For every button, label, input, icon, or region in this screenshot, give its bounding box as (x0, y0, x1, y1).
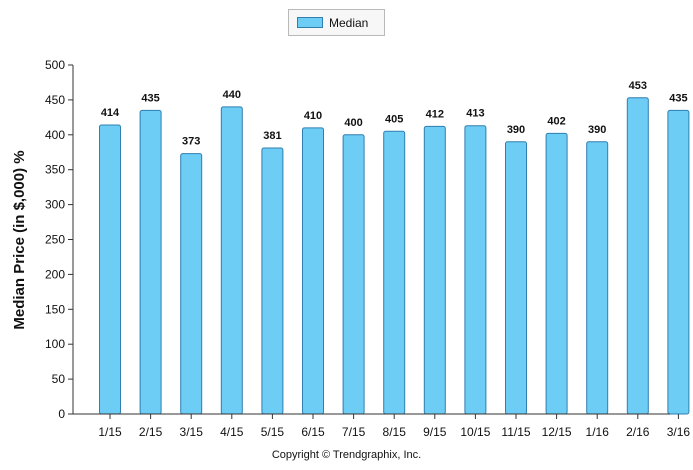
bar-value-label: 405 (385, 113, 403, 125)
bar (626, 97, 649, 415)
x-tick-label: 5/15 (261, 425, 285, 439)
x-tick-label: 2/15 (139, 425, 163, 439)
x-tick-label: 1/16 (586, 425, 610, 439)
y-tick-label: 500 (45, 58, 65, 72)
y-tick-label: 150 (45, 302, 65, 316)
bar-value-label: 435 (669, 92, 687, 104)
bar (505, 141, 527, 415)
y-tick-label: 100 (45, 337, 65, 351)
bar (342, 134, 365, 415)
y-tick-label: 250 (45, 233, 65, 247)
chart-legend: Median (288, 9, 385, 36)
x-tick-label: 3/16 (667, 425, 691, 439)
bar-value-label: 440 (223, 89, 241, 101)
bar (180, 153, 203, 415)
bar-value-label: 412 (426, 108, 444, 120)
copyright-text: Copyright © Trendgraphix, Inc. (271, 449, 422, 461)
x-tick-label: 1/15 (98, 425, 122, 439)
bar-value-label: 410 (304, 110, 322, 122)
legend-swatch-median (297, 17, 323, 28)
y-axis-ticks: 0 50 100 150 200 250 300 350 400 450 500 (45, 58, 73, 421)
bar-value-label: 400 (344, 117, 362, 129)
bar-value-label: 390 (507, 124, 525, 136)
bar-value-label: 414 (101, 107, 120, 119)
y-tick-label: 300 (45, 198, 65, 212)
bar (383, 130, 406, 415)
bar (139, 109, 162, 415)
bar-value-label: 381 (263, 130, 281, 142)
x-tick-label: 7/15 (342, 425, 366, 439)
y-tick-label: 350 (45, 163, 65, 177)
bar (99, 124, 121, 415)
x-tick-label: 4/15 (220, 425, 244, 439)
x-tick-label: 9/15 (423, 425, 447, 439)
bar-value-label: 453 (629, 80, 647, 92)
x-tick-label: 2/16 (626, 425, 650, 439)
y-tick-label: 50 (52, 372, 66, 386)
bar (545, 132, 568, 415)
bars-group: 414 435 373 440 381 410 400 405 412 413 390 402 390 4… (99, 80, 690, 415)
x-axis-ticks: 1/15 2/15 3/15 4/15 5/15 6/15 7/15 8/15 9/15 10/1… (98, 414, 690, 439)
x-tick-label: 10/15 (460, 425, 490, 439)
bar-value-label: 390 (588, 124, 606, 136)
x-tick-label: 3/15 (180, 425, 204, 439)
x-tick-label: 8/15 (383, 425, 407, 439)
x-tick-label: 6/15 (301, 425, 325, 439)
y-tick-label: 450 (45, 93, 65, 107)
y-axis-label: Median Price (in $,000) % (11, 150, 28, 329)
bar (667, 109, 690, 415)
x-tick-label: 12/15 (542, 425, 572, 439)
bar-value-label: 435 (141, 92, 159, 104)
bar (220, 106, 243, 415)
legend-label-median: Median (329, 15, 369, 30)
y-tick-label: 400 (45, 128, 65, 142)
y-tick-label: 200 (45, 267, 65, 281)
bar (464, 125, 487, 415)
bar (302, 127, 324, 415)
y-tick-label: 0 (58, 407, 65, 421)
x-tick-label: 11/15 (501, 425, 530, 439)
bar (423, 125, 446, 415)
bar (586, 141, 609, 415)
bar-value-label: 373 (182, 136, 200, 148)
bar-value-label: 402 (547, 115, 565, 127)
bar-value-label: 413 (466, 108, 484, 120)
bar (261, 147, 284, 415)
